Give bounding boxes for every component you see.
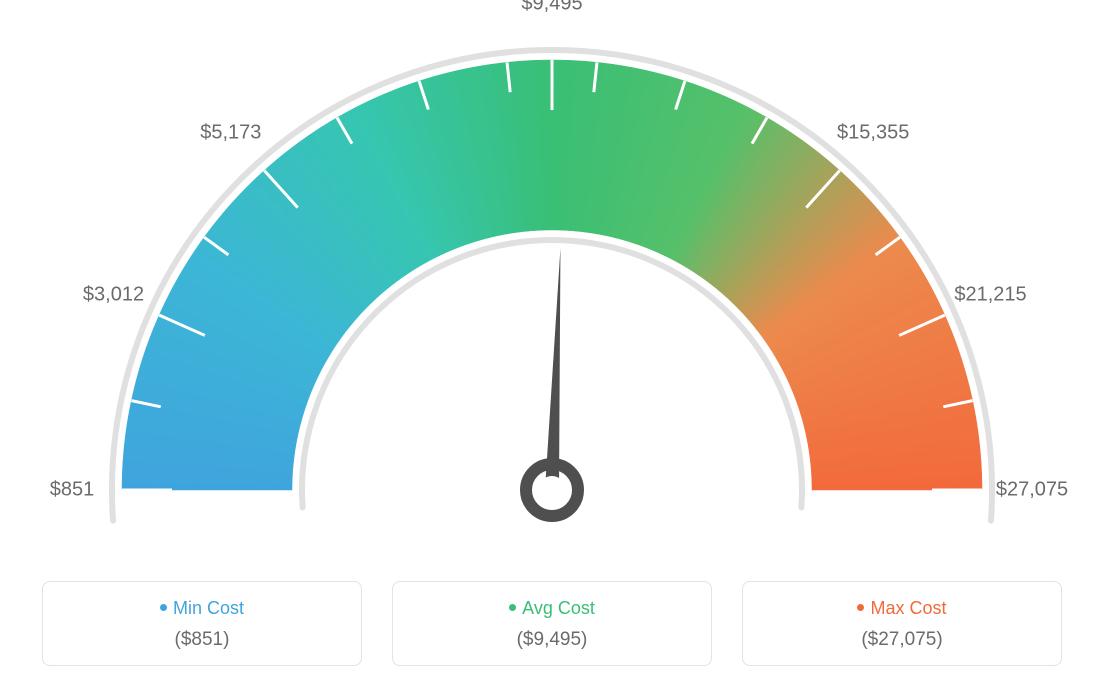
min-cost-card: Min Cost ($851) xyxy=(42,581,362,666)
cost-gauge: $851 $3,012 $5,173 $9,495 $15,355 $21,215 $27,… xyxy=(0,0,1104,550)
gauge-tick-label: $27,075 xyxy=(996,479,1068,502)
min-cost-value: ($851) xyxy=(43,629,361,651)
max-cost-card: Max Cost ($27,075) xyxy=(742,581,1062,666)
max-cost-title: Max Cost xyxy=(743,598,1061,619)
avg-cost-card: Avg Cost ($9,495) xyxy=(392,581,712,666)
min-cost-label: Min Cost xyxy=(173,598,244,618)
dot-icon xyxy=(509,604,516,611)
avg-cost-value: ($9,495) xyxy=(393,629,711,651)
min-cost-title: Min Cost xyxy=(43,598,361,619)
summary-cards: Min Cost ($851) Avg Cost ($9,495) Max Co… xyxy=(42,581,1062,666)
dot-icon xyxy=(160,604,167,611)
max-cost-value: ($27,075) xyxy=(743,629,1061,651)
gauge-tick-label: $5,173 xyxy=(200,122,261,145)
gauge-tick-label: $21,215 xyxy=(954,283,1026,306)
gauge-tick-label: $9,495 xyxy=(521,0,582,16)
gauge-tick-label: $15,355 xyxy=(837,122,909,145)
gauge-tick-label: $851 xyxy=(50,479,95,502)
gauge-svg xyxy=(0,0,1104,550)
dot-icon xyxy=(857,604,864,611)
avg-cost-label: Avg Cost xyxy=(522,598,595,618)
max-cost-label: Max Cost xyxy=(870,598,946,618)
gauge-tick-label: $3,012 xyxy=(83,283,144,306)
avg-cost-title: Avg Cost xyxy=(393,598,711,619)
